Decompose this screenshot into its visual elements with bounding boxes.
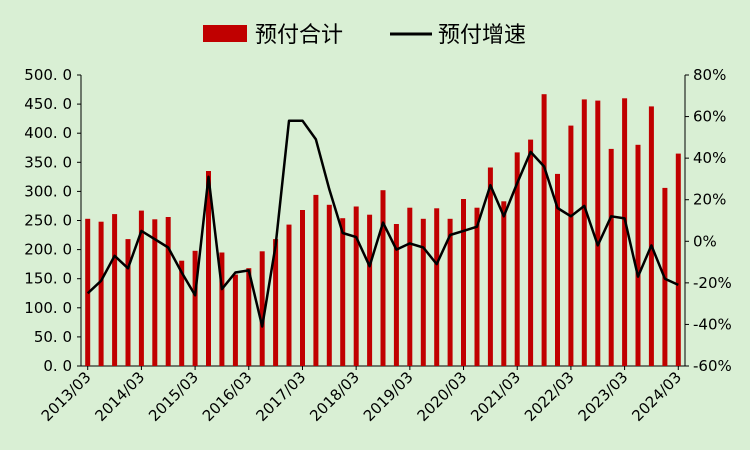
bar (380, 190, 386, 366)
bar (501, 201, 507, 366)
x-tick-label: 2022/03 (521, 368, 578, 425)
bar (367, 214, 373, 366)
legend: 预付合计 预付增速 (203, 23, 526, 48)
line-series (86, 119, 679, 328)
x-tick-label: 2014/03 (91, 368, 148, 425)
x-tick-label: 2018/03 (306, 368, 363, 425)
bar (447, 218, 453, 366)
x-tick-label: 2021/03 (467, 368, 524, 425)
left-tick-label: 400. 0 (24, 124, 72, 142)
left-tick-label: 150. 0 (24, 270, 72, 288)
bar (675, 153, 681, 366)
right-tick-label: -60% (693, 357, 732, 375)
left-tick-label: 350. 0 (24, 153, 72, 171)
right-tick-label: -20% (693, 274, 732, 292)
bar (112, 214, 118, 366)
growth-line (86, 119, 679, 328)
x-tick-label: 2024/03 (628, 368, 685, 425)
x-tick-label: 2023/03 (575, 368, 632, 425)
bar (407, 207, 413, 366)
bar (98, 221, 104, 366)
left-tick-label: 250. 0 (24, 212, 72, 230)
bar (232, 274, 238, 366)
bar (259, 251, 265, 366)
x-tick-label: 2017/03 (252, 368, 309, 425)
bar (420, 218, 426, 366)
bar (581, 99, 587, 367)
bar (313, 194, 319, 366)
right-tick-label: -40% (693, 315, 732, 333)
bar (595, 100, 601, 366)
bar (246, 268, 252, 366)
bar (648, 106, 654, 367)
bar (273, 239, 279, 366)
right-tick-label: 60% (693, 108, 726, 126)
left-tick-label: 450. 0 (24, 95, 72, 113)
left-tick-label: 100. 0 (24, 299, 72, 317)
bar (179, 260, 185, 366)
bar (353, 206, 359, 366)
bar (461, 199, 466, 366)
bar (474, 207, 480, 366)
bar (206, 171, 211, 366)
x-tick-label: 2020/03 (414, 368, 471, 425)
bar (635, 144, 641, 366)
left-tick-label: 200. 0 (24, 241, 72, 259)
bar (514, 152, 520, 366)
bar (138, 210, 144, 366)
x-tick-label: 2016/03 (199, 368, 256, 425)
bar (568, 125, 574, 366)
bar (125, 239, 131, 366)
x-tick-label: 2015/03 (145, 368, 202, 425)
right-tick-label: 40% (693, 149, 726, 167)
bar (393, 224, 399, 366)
bar (326, 204, 332, 366)
bar (340, 218, 346, 366)
bar (219, 252, 225, 366)
bar (165, 217, 171, 366)
left-tick-label: 50. 0 (34, 328, 72, 346)
bar (622, 98, 628, 367)
x-tick-label: 2013/03 (38, 368, 95, 425)
bar (528, 139, 534, 366)
bar (300, 210, 305, 366)
left-tick-label: 500. 0 (24, 66, 72, 84)
right-tick-label: 20% (693, 191, 726, 209)
bar (192, 250, 198, 366)
bar (555, 173, 560, 366)
legend-bar-swatch (203, 25, 247, 42)
legend-bar-label: 预付合计 (255, 23, 343, 48)
bar (608, 148, 614, 366)
bar (541, 94, 547, 366)
right-tick-label: 80% (693, 66, 726, 84)
x-tick-label: 2019/03 (360, 368, 417, 425)
left-tick-label: 300. 0 (24, 182, 72, 200)
left-tick-label: 0. 0 (43, 357, 72, 375)
bar (286, 224, 292, 366)
bar (487, 167, 493, 366)
right-tick-label: 0% (693, 232, 717, 250)
legend-line-label: 预付增速 (438, 23, 526, 48)
bar (152, 219, 158, 366)
bar (434, 208, 440, 366)
